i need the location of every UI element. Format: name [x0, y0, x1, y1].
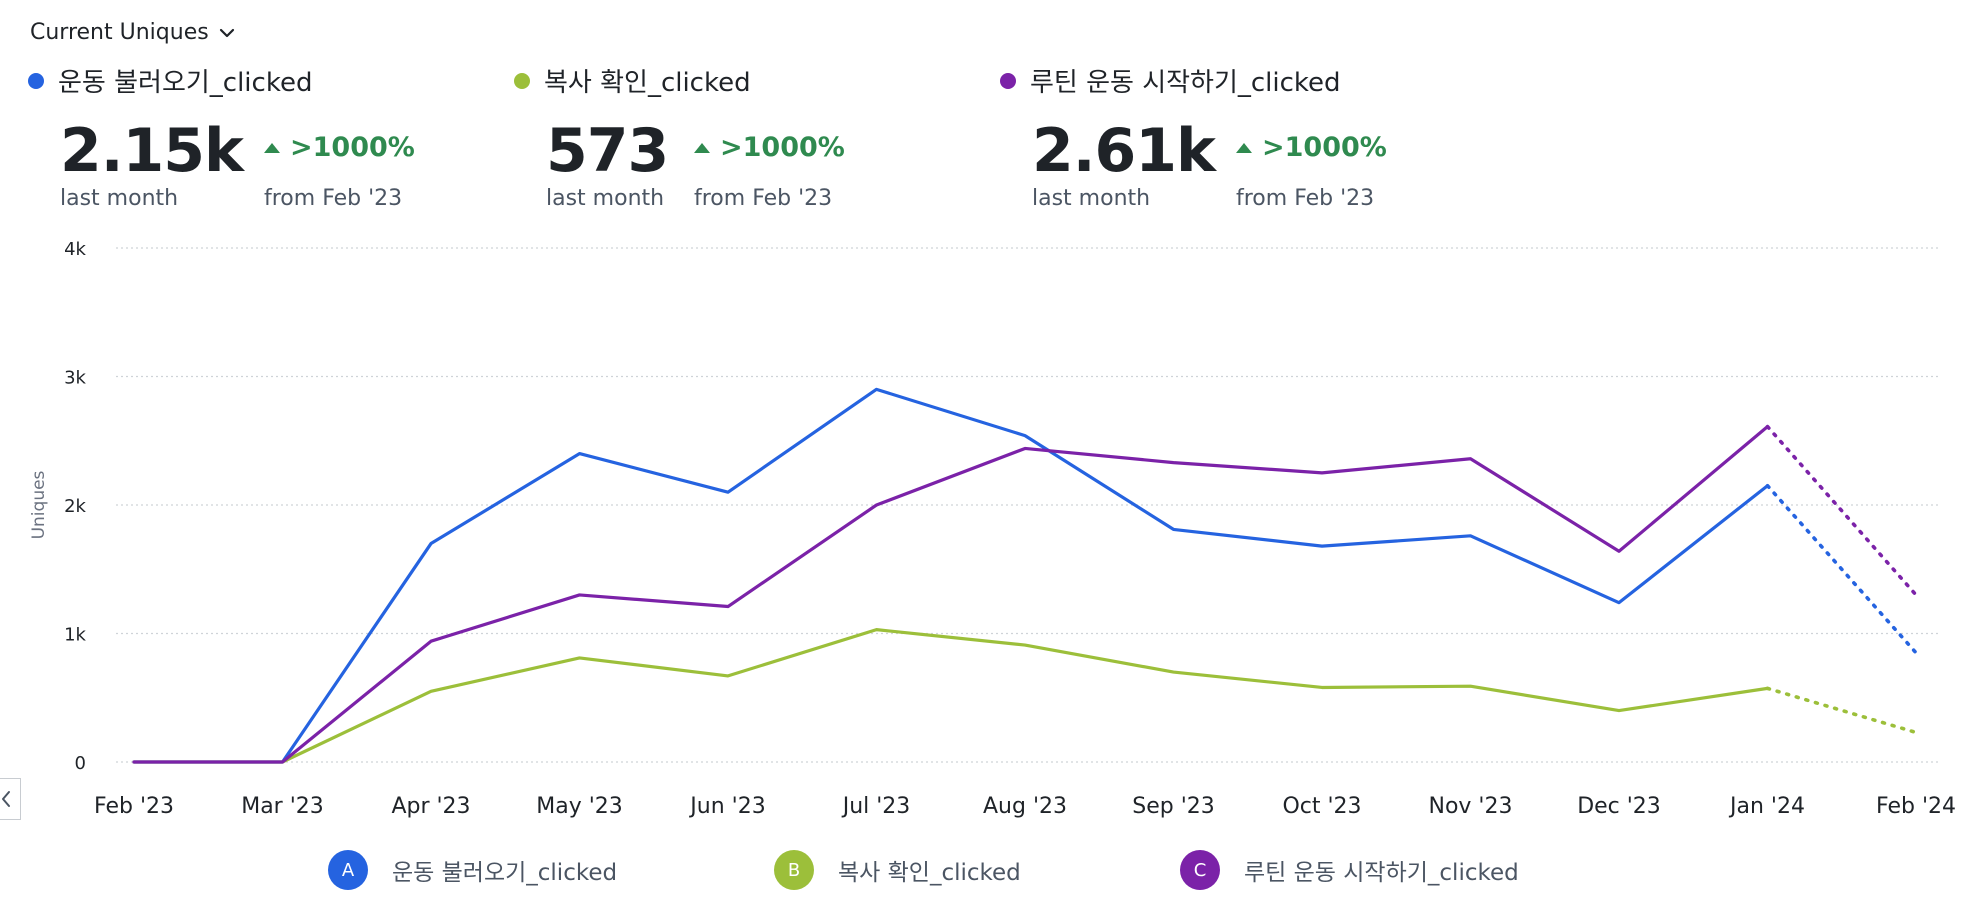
legend-item-a[interactable]: A 운동 불러오기_clicked [328, 850, 617, 890]
summary-b-delta-sub: from Feb '23 [694, 186, 833, 211]
summary-c-value-sub: last month [1032, 186, 1151, 211]
chart-legend: A 운동 불러오기_clicked B 복사 확인_clicked C 루틴 운… [0, 850, 1966, 894]
metric-selector[interactable]: Current Uniques [30, 20, 237, 45]
chevron-down-icon [219, 28, 234, 37]
legend-badge-c: C [1180, 850, 1220, 890]
summary-c-delta: >1000% [1236, 132, 1387, 163]
series-b-dot [514, 72, 530, 89]
metric-selector-label: Current Uniques [30, 20, 209, 45]
x-tick-label: May '23 [536, 794, 623, 819]
x-tick-label: Jun '23 [688, 794, 765, 819]
summary-c-delta-value: >1000% [1262, 132, 1387, 163]
summary-b-value: 573 [546, 116, 669, 186]
x-tick-label: Feb '24 [1876, 794, 1956, 819]
x-tick-label: Oct '23 [1282, 794, 1361, 819]
y-tick-label: 2k [64, 496, 86, 517]
summary-c-value: 2.61k [1032, 116, 1216, 186]
line-chart-container: 0 1k 2k 3k 4k Uniques Feb '23 Mar '23 Apr '23 May… [0, 230, 1966, 830]
legend-item-b[interactable]: B 복사 확인_clicked [774, 850, 1021, 890]
summary-a: 운동 불러오기_clicked 2.15k last month >1000% … [28, 62, 415, 211]
summary-a-value: 2.15k [60, 116, 244, 186]
summary-a-delta-value: >1000% [290, 132, 415, 163]
up-arrow-icon [1236, 142, 1252, 153]
summary-b: 복사 확인_clicked 573 last month >1000% from… [514, 62, 845, 211]
summary-b-value-sub: last month [546, 186, 665, 211]
summary-a-delta-sub: from Feb '23 [264, 186, 403, 211]
chevron-left-icon [2, 791, 10, 807]
collapse-panel-button[interactable] [0, 778, 21, 820]
series-line-b [132, 628, 1770, 764]
summary-b-name: 복사 확인_clicked [544, 68, 751, 98]
x-tick-label: Dec '23 [1577, 794, 1661, 819]
series-c-dot [1000, 72, 1016, 89]
series-a-dot [28, 72, 44, 89]
x-tick-label: Mar '23 [241, 794, 324, 819]
y-tick-label: 3k [64, 368, 86, 389]
summary-c-delta-sub: from Feb '23 [1236, 186, 1375, 211]
line-chart: 0 1k 2k 3k 4k Uniques Feb '23 Mar '23 Apr '23 May… [29, 239, 1956, 819]
series-line-a [132, 387, 1770, 764]
series-projection-c [1765, 424, 1918, 597]
up-arrow-icon [264, 142, 280, 153]
summary-b-delta-value: >1000% [720, 132, 845, 163]
summary-a-delta: >1000% [264, 132, 415, 163]
x-tick-label: Jan '24 [1728, 794, 1805, 819]
legend-badge-a: A [328, 850, 368, 890]
legend-badge-b: B [774, 850, 814, 890]
y-tick-label: 4k [64, 239, 86, 260]
series-projection-a [1765, 483, 1918, 655]
x-tick-label: Aug '23 [983, 794, 1067, 819]
summary-c-name: 루틴 운동 시작하기_clicked [1030, 68, 1341, 98]
series-projection-b [1765, 686, 1918, 735]
summary-a-value-sub: last month [60, 186, 179, 211]
y-tick-label: 0 [75, 753, 86, 774]
y-axis-label: Uniques [29, 470, 49, 539]
x-tick-label: Jul '23 [841, 794, 911, 819]
summary-c: 루틴 운동 시작하기_clicked 2.61k last month >100… [1000, 62, 1387, 211]
y-tick-label: 1k [64, 625, 86, 646]
series-summaries: 운동 불러오기_clicked 2.15k last month >1000% … [0, 62, 1966, 222]
up-arrow-icon [694, 142, 710, 153]
summary-a-name: 운동 불러오기_clicked [58, 68, 313, 98]
series-line-c [132, 425, 1770, 764]
legend-label-c: 루틴 운동 시작하기_clicked [1244, 860, 1519, 886]
x-tick-label: Nov '23 [1429, 794, 1513, 819]
x-tick-label: Sep '23 [1132, 794, 1215, 819]
legend-label-b: 복사 확인_clicked [838, 860, 1021, 886]
summary-b-delta: >1000% [694, 132, 845, 163]
x-tick-label: Apr '23 [391, 794, 470, 819]
x-tick-label: Feb '23 [94, 794, 174, 819]
legend-item-c[interactable]: C 루틴 운동 시작하기_clicked [1180, 850, 1519, 890]
legend-label-a: 운동 불러오기_clicked [392, 860, 618, 886]
